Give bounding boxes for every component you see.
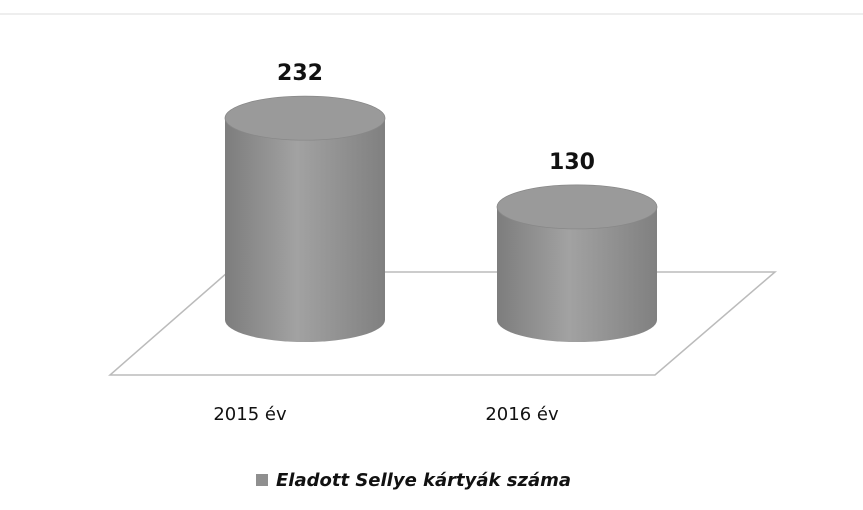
legend-swatch bbox=[256, 474, 268, 486]
x-tick-label: 2015 év bbox=[213, 404, 287, 425]
cylinder-body bbox=[497, 206, 657, 342]
x-tick-label: 2016 év bbox=[485, 404, 559, 425]
legend-label: Eladott Sellye kártyák száma bbox=[276, 470, 571, 491]
floor bbox=[108, 271, 778, 376]
value-label: 232 bbox=[277, 61, 323, 86]
cylinder-top bbox=[224, 95, 386, 141]
value-label: 130 bbox=[549, 150, 595, 175]
cylinder-top bbox=[496, 184, 658, 230]
cylinder-body bbox=[225, 118, 385, 342]
